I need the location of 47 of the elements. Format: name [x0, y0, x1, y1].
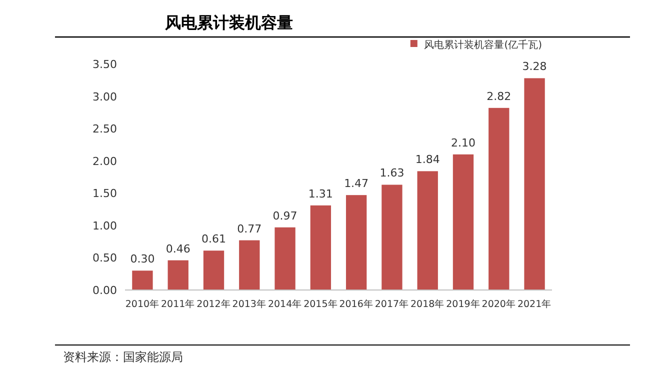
x-tick-label: 2021年 [517, 298, 552, 310]
bar [310, 205, 332, 290]
bar [239, 240, 260, 290]
data-label: 0.30 [130, 252, 155, 266]
y-tick-label: 0.00 [92, 284, 117, 297]
y-tick-label: 0.50 [92, 252, 117, 265]
bar [382, 184, 402, 290]
bar [452, 154, 474, 290]
data-label: 0.46 [166, 242, 190, 256]
bar [274, 227, 296, 290]
x-tick-label: 2017年 [374, 298, 410, 310]
text: 资料来源：国家能源局 [63, 350, 183, 364]
y-tick-label: 3.50 [92, 58, 117, 71]
bar [417, 171, 438, 290]
x-tick-label: 2015年 [304, 298, 338, 310]
data-label: 3.28 [522, 60, 547, 74]
data-label: 0.97 [272, 209, 298, 222]
bar [168, 260, 188, 290]
bar [346, 195, 367, 290]
x-tick-label: 2013年 [232, 298, 266, 310]
x-tick-label: 2019年 [446, 298, 480, 310]
y-tick-label: 1.50 [92, 187, 117, 200]
data-label: 0.61 [202, 232, 226, 246]
data-label: 1.47 [344, 177, 369, 190]
y-tick-label: 3.00 [92, 90, 117, 104]
bar [203, 250, 224, 290]
data-label: 0.77 [237, 222, 262, 236]
bar [488, 108, 510, 290]
x-tick-label: 2020年 [482, 298, 516, 310]
bar [524, 78, 545, 290]
x-tick-label: 2016年 [339, 298, 374, 310]
data-label: 1.31 [308, 187, 333, 200]
chart-title: 风电累计装机容量 [164, 13, 293, 32]
x-tick-label: 2012年 [196, 298, 231, 310]
y-tick-label: 1.00 [92, 219, 117, 232]
data-label: 1.63 [380, 166, 404, 180]
data-label: 2.10 [451, 136, 476, 150]
x-tick-label: 2018年 [410, 298, 445, 310]
x-tick-label: 2010年 [125, 298, 160, 310]
x-tick-label: 2014年 [268, 298, 302, 310]
x-tick-label: 2011年 [161, 298, 196, 310]
y-tick-label: 2.00 [92, 154, 117, 168]
y-tick-label: 2.50 [92, 122, 117, 136]
bar [132, 270, 153, 290]
data-label: 2.82 [486, 90, 512, 103]
legend-label: 风电累计装机容量(亿千瓦) [424, 39, 542, 51]
data-label: 1.84 [415, 153, 440, 166]
